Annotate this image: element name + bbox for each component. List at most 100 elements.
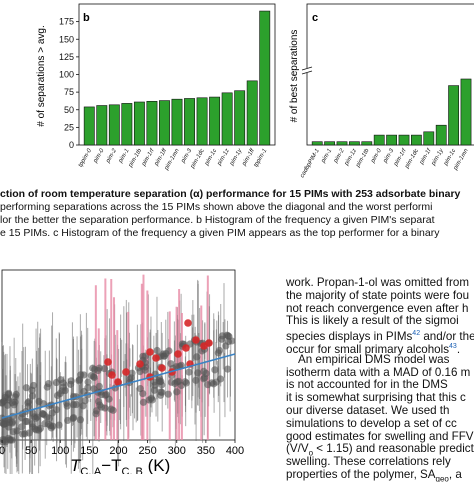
data-point — [193, 353, 201, 361]
panel-b-ylabel: # of separations > avg. — [36, 25, 47, 126]
x-tick-label: 0 — [0, 445, 5, 457]
data-point — [52, 378, 60, 387]
data-point — [11, 393, 19, 401]
data-point — [158, 388, 166, 396]
bar — [435, 124, 447, 146]
data-point — [87, 372, 95, 380]
scatter-points — [0, 274, 236, 474]
data-point — [24, 399, 32, 407]
data-point — [109, 406, 117, 414]
highlight-point — [122, 368, 130, 376]
bar — [373, 134, 385, 146]
x-tick-label: 300 — [168, 445, 186, 457]
data-point — [158, 381, 166, 389]
data-point — [100, 365, 109, 373]
data-point — [90, 385, 98, 393]
y-tick-label: 0 — [69, 140, 74, 150]
data-point — [136, 384, 144, 393]
body-line: simulations to develop a set of cc — [286, 416, 457, 430]
bar — [246, 80, 258, 146]
data-point — [28, 392, 37, 400]
data-point — [25, 429, 33, 437]
data-point — [28, 420, 36, 428]
data-point — [9, 428, 17, 436]
bar — [96, 105, 108, 146]
panel-b-x-axis: tppim-0 pim-0 pim-2 pim-1pim-1tbpim-1rfpim-… — [78, 147, 269, 172]
caption-line: ction of room temperature separation (α)… — [0, 188, 461, 200]
body-line: This is likely a result of the sigmoi — [286, 314, 459, 328]
data-point — [40, 411, 48, 419]
highlight-point — [104, 358, 112, 366]
body-line: properties of the polymer, SAgeo, a — [286, 467, 462, 482]
data-point — [72, 400, 80, 409]
x-tick-label: 250 — [138, 445, 156, 457]
bar — [361, 141, 373, 146]
body-line: is not accounted for in the DMS — [286, 378, 448, 392]
panel-scatter: 0 50 100 150 200 250 300 350 400 TC, A−TC, B (K) — [0, 269, 244, 474]
data-point — [8, 399, 16, 407]
data-point — [53, 391, 62, 400]
bar — [336, 141, 348, 146]
highlight-point — [108, 371, 116, 379]
body-line: isotherm data with a MAD of 0.16 m — [286, 365, 471, 379]
data-point — [228, 337, 236, 345]
y-tick-label: 50 — [64, 105, 74, 115]
data-point — [95, 382, 103, 390]
data-point — [47, 424, 55, 432]
panel-b-letter: b — [83, 12, 90, 24]
bar — [324, 141, 335, 146]
category-label: pim-0 — [370, 147, 384, 164]
bar — [311, 141, 323, 146]
body-line: good estimates for swelling and FFV — [286, 429, 474, 443]
data-point — [218, 332, 226, 340]
data-point — [3, 416, 11, 424]
data-point — [45, 414, 54, 422]
data-point — [212, 378, 220, 386]
data-point — [185, 368, 193, 376]
panel-c-letter: c — [312, 12, 318, 24]
bar — [146, 100, 158, 146]
highlight-point — [158, 364, 166, 372]
category-label: pim-0 — [92, 147, 106, 164]
body-line: work. Propan-1-ol was omitted from — [286, 277, 469, 289]
y-tick-label: 75 — [64, 87, 74, 97]
bar — [184, 98, 195, 146]
data-point — [36, 424, 45, 432]
data-point — [171, 379, 179, 388]
data-point — [2, 438, 10, 446]
x-tick-label: 50 — [25, 445, 37, 457]
y-tick-label: 25 — [64, 122, 74, 132]
bar — [448, 85, 459, 146]
caption-line: e 15 PIMs. c Histogram of the frequency … — [0, 227, 440, 239]
body-line: An empirical DMS model was — [298, 352, 450, 366]
bar — [108, 104, 120, 146]
scatter-xlabel: TC, A−TC, B (K) — [70, 456, 170, 474]
body-line: occur for small primary alcohols43. — [286, 342, 461, 356]
data-point — [173, 388, 181, 396]
body-line: swelling. These correlations rely — [286, 455, 451, 469]
bar — [234, 90, 246, 146]
data-point — [194, 369, 202, 377]
bar — [209, 96, 221, 146]
y-tick-label: 175 — [59, 17, 74, 27]
data-point — [164, 390, 172, 398]
data-point — [150, 386, 159, 394]
highlight-point — [174, 350, 182, 358]
data-point — [29, 381, 38, 390]
panel-c-bars — [311, 78, 472, 146]
data-point — [201, 374, 209, 382]
data-point — [44, 379, 53, 388]
panel-c-axis-break — [301, 66, 313, 75]
data-point — [8, 436, 16, 444]
data-point — [95, 397, 103, 406]
data-point — [177, 361, 185, 369]
category-label: pim-2 — [105, 147, 119, 164]
bar — [159, 100, 170, 146]
bar — [221, 92, 233, 146]
body-line: the majority of state points were fou — [286, 288, 470, 302]
highlight-point — [182, 344, 190, 352]
data-point — [75, 376, 84, 384]
data-point — [5, 423, 13, 431]
